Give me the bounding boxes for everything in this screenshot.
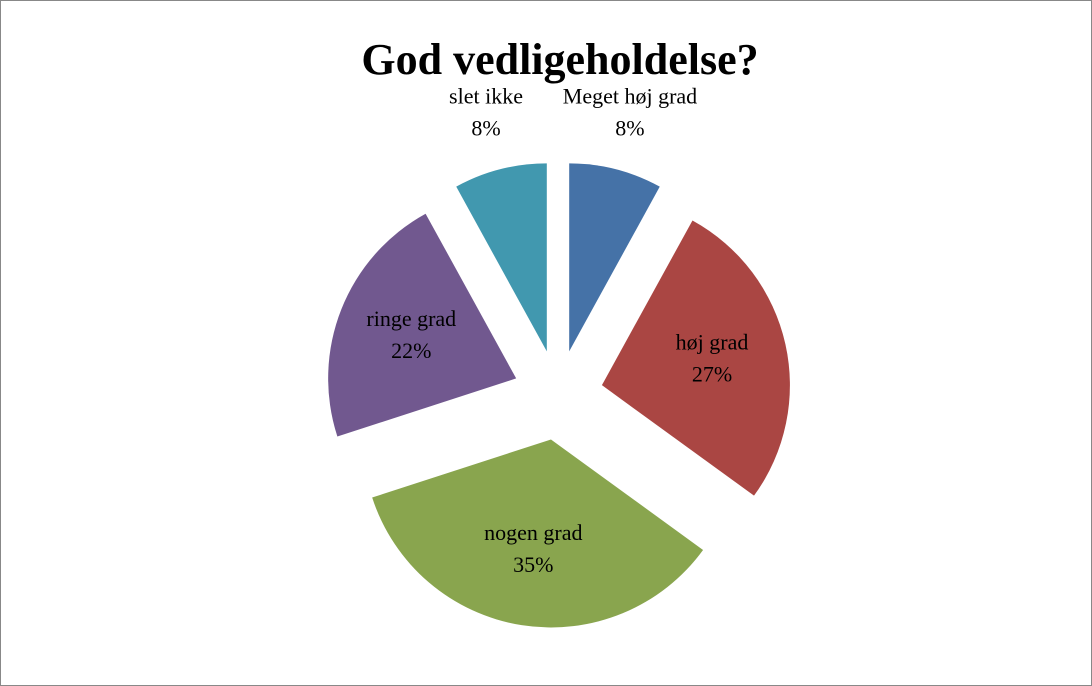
pie-slice (569, 163, 660, 352)
slice-value-label: 8% (471, 116, 500, 141)
pie-slice (372, 439, 704, 628)
slice-label: Meget høj grad (563, 84, 697, 109)
slice-label: ringe grad (366, 306, 456, 331)
slice-value-label: 22% (391, 338, 431, 363)
slice-value-label: 35% (513, 552, 553, 577)
slice-value-label: 8% (615, 116, 644, 141)
slice-label: slet ikke (449, 84, 523, 109)
pie-slice (601, 220, 790, 496)
chart-title: God vedligeholdelse? (361, 35, 758, 84)
slice-value-label: 27% (692, 362, 732, 387)
slice-label: høj grad (676, 330, 749, 355)
pie-slice (328, 213, 517, 437)
pie-slice (456, 163, 547, 352)
slice-label: nogen grad (484, 520, 582, 545)
